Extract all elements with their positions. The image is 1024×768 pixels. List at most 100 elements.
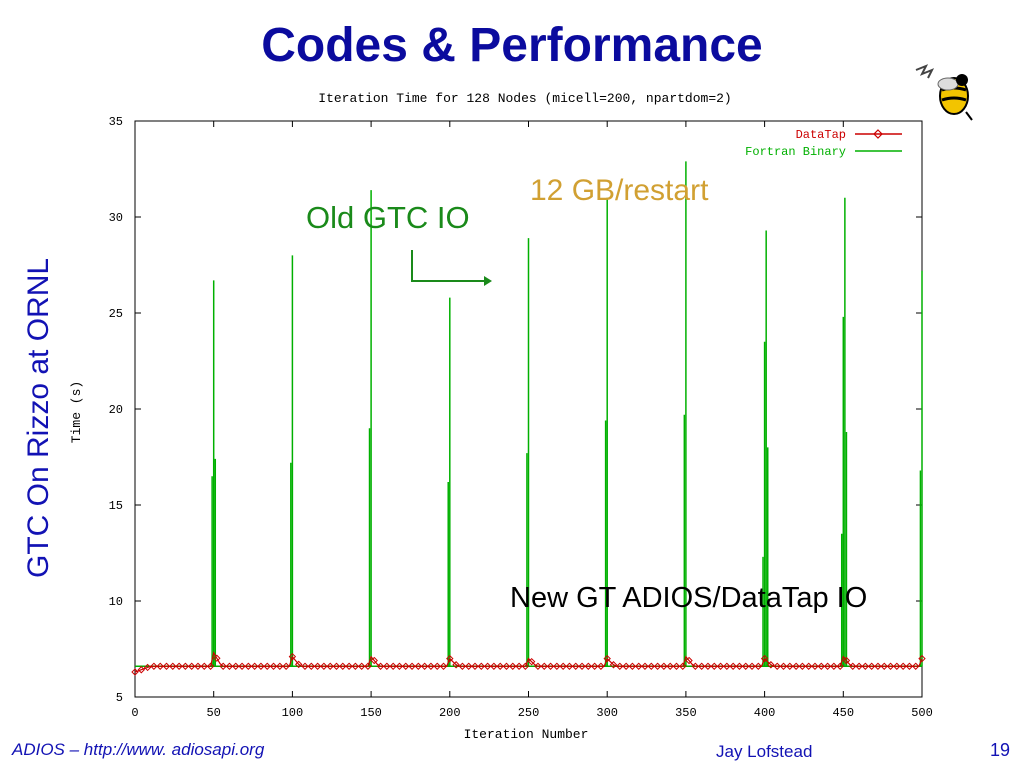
datatap-point [414,662,423,670]
datatap-point [918,654,926,663]
datatap-point [716,662,725,670]
legend-datatap-marker [873,129,883,139]
datatap-point [200,662,208,670]
datatap-point [250,662,259,670]
datatap-point [402,662,410,670]
datatap-point [433,662,441,670]
datatap-point [320,662,328,670]
datatap-point [893,662,901,670]
datatap-point [691,662,700,670]
datatap-point [641,662,649,670]
x-axis-ticks: 0 50 100 150 200 250 300 350 400 450 500 [131,121,933,720]
datatap-point [187,662,196,670]
datatap-point [458,662,467,670]
datatap-point [880,662,888,670]
datatap-point [685,656,693,665]
right-arrow-icon [411,250,492,286]
datatap-point [590,662,599,670]
datatap-point [666,662,674,670]
datatap-point [477,662,485,670]
datatap-point [616,662,624,670]
x-tick-label: 350 [675,706,697,720]
datatap-point [798,662,807,670]
datatap-point [603,654,611,663]
datatap-point [553,662,561,670]
datatap-point [823,662,832,670]
datatap-point [559,662,567,670]
datatap-point [779,662,788,670]
datatap-point [584,662,593,670]
datatap-point [427,662,435,670]
datatap-point [628,662,637,670]
x-tick-label: 250 [518,706,540,720]
datatap-point [609,661,618,669]
datatap-point [660,662,668,670]
datatap-point [792,662,800,670]
datatap-point [162,662,171,670]
datatap-point [181,662,190,670]
datatap-point [723,662,731,670]
datatap-point [735,662,744,670]
datatap-point [282,662,290,670]
datatap-point [760,654,769,663]
annotation-old-io: Old GTC IO [306,200,470,235]
datatap-point [861,662,870,670]
footer-url: ADIOS – http://www. adiosapi.org [12,740,265,759]
annotation-new-io: New GT ADIOS/DataTap IO [510,582,868,614]
datatap-point [357,662,366,670]
datatap-point [471,662,479,670]
datatap-point [754,662,763,670]
datatap-point [540,662,548,670]
datatap-point [213,654,221,662]
datatap-point [263,662,271,670]
datatap-point [351,662,360,670]
datatap-point [294,660,303,669]
datatap-point [849,662,857,670]
datatap-point [767,661,775,669]
chart-title: Iteration Time for 128 Nodes (micell=200… [318,91,731,106]
datatap-point [269,662,278,670]
datatap-point [345,662,353,670]
datatap-point [672,662,681,670]
datatap-point [521,662,530,670]
datatap-point [679,662,687,670]
datatap-point [502,662,511,670]
x-tick-label: 100 [282,706,304,720]
datatap-point [383,662,391,670]
datatap-point [704,662,712,670]
x-tick-label: 450 [832,706,854,720]
datatap-point [490,662,498,670]
datatap-point [332,662,341,670]
datatap-point [339,662,347,670]
y-tick-label: 20 [109,403,123,417]
x-tick-label: 150 [360,706,382,720]
datatap-point [597,662,605,670]
datatap-point [288,652,297,661]
datatap-point [483,662,492,670]
datatap-point [137,666,146,674]
datatap-point [131,668,139,676]
datatap-point [257,662,265,670]
slide-title: Codes & Performance [261,19,763,72]
legend: DataTap Fortran Binary [745,128,902,159]
x-tick-label: 500 [911,706,933,720]
datatap-point [509,662,517,670]
datatap-point [464,662,473,670]
datatap-point [622,662,630,670]
x-axis-label: Iteration Number [464,727,589,742]
y-axis-label: Time (s) [69,381,84,443]
y-tick-label: 30 [109,211,123,225]
bee-mascot-icon [915,64,973,121]
page-number: 19 [990,740,1011,760]
datatap-point [364,662,372,670]
datatap-point [786,662,794,670]
datatap-point [175,662,183,670]
datatap-point [225,662,234,670]
datatap-point [817,662,825,670]
datatap-point [748,662,756,670]
datatap-point [301,662,309,670]
datatap-point [804,662,813,670]
datatap-point [370,656,378,665]
datatap-point [307,662,315,670]
datatap-point [647,662,655,670]
